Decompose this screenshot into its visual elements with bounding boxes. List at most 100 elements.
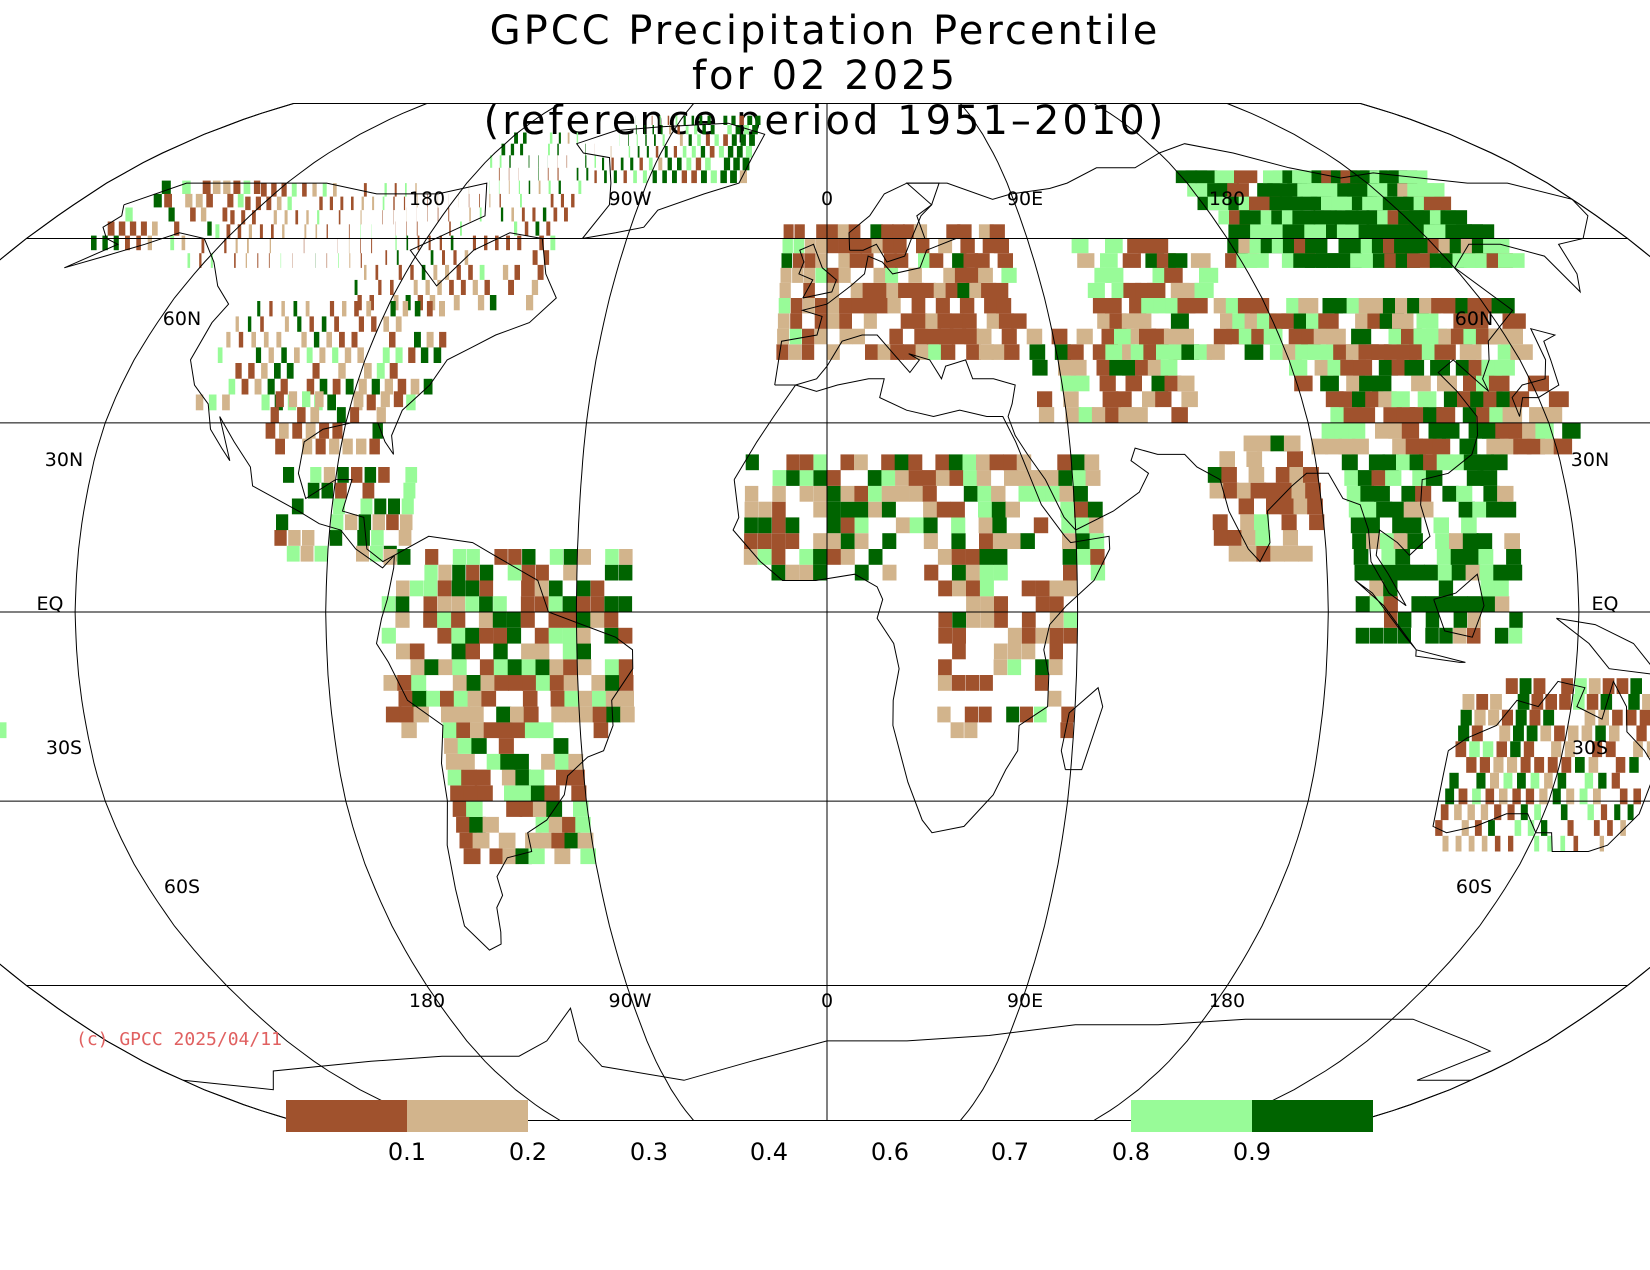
percentile-cell — [521, 643, 536, 660]
percentile-cell — [522, 549, 536, 565]
percentile-cell — [1482, 741, 1494, 758]
percentile-cell — [514, 264, 520, 280]
percentile-cell — [321, 316, 327, 332]
percentile-cell — [1360, 485, 1377, 502]
percentile-cell — [522, 690, 538, 707]
percentile-cell — [782, 238, 793, 254]
percentile-cell — [1004, 470, 1019, 486]
percentile-cell — [1077, 253, 1095, 268]
percentile-cell — [185, 193, 193, 208]
percentile-cell — [677, 157, 682, 171]
percentile-cell — [1505, 678, 1518, 694]
percentile-cell — [804, 253, 816, 268]
percentile-cell — [642, 170, 647, 184]
percentile-cell — [452, 659, 467, 676]
percentile-cell — [478, 612, 494, 628]
coastline — [1415, 649, 1466, 663]
percentile-cell — [1455, 835, 1462, 852]
percentile-cell — [827, 344, 840, 360]
percentile-cell — [210, 253, 213, 268]
percentile-cell — [1213, 530, 1229, 546]
percentile-cell — [1579, 788, 1588, 805]
percentile-cell — [935, 298, 950, 314]
percentile-cell — [401, 498, 414, 515]
percentile-cell — [382, 210, 383, 225]
percentile-cell — [1219, 451, 1235, 467]
percentile-cell — [521, 207, 525, 222]
percentile-cell — [1070, 359, 1087, 376]
percentile-cell — [333, 183, 337, 197]
percentile-cell — [1238, 498, 1254, 515]
percentile-cell — [558, 180, 561, 194]
percentile-cell — [1573, 835, 1579, 852]
percentile-cell — [865, 344, 879, 360]
percentile-cell — [543, 250, 550, 265]
percentile-cell — [1031, 470, 1046, 486]
percentile-cell — [460, 221, 462, 236]
percentile-cell — [1392, 517, 1408, 534]
percentile-cell — [1436, 549, 1452, 565]
percentile-cell — [908, 267, 922, 283]
percentile-cell — [827, 238, 839, 254]
percentile-cell — [605, 675, 620, 691]
percentile-cell — [577, 832, 594, 849]
percentile-cell — [1058, 470, 1074, 486]
percentile-cell — [1355, 596, 1370, 612]
percentile-cell — [922, 470, 937, 486]
percentile-cell — [1164, 267, 1183, 283]
percentile-cell — [477, 785, 493, 802]
percentile-cell — [840, 517, 855, 534]
percentile-cell — [1011, 313, 1027, 329]
percentile-cell — [827, 533, 841, 549]
percentile-cell — [329, 301, 335, 317]
percentile-cell — [327, 394, 336, 411]
percentile-cell — [1059, 485, 1075, 502]
percentile-cell — [937, 313, 952, 329]
percentile-cell — [976, 328, 992, 345]
percentile-cell — [554, 753, 570, 770]
percentile-cell — [1060, 722, 1074, 739]
percentile-cell — [1598, 709, 1609, 726]
percentile-cell — [590, 596, 605, 612]
percentile-cell — [1517, 772, 1526, 789]
percentile-cell — [200, 207, 207, 222]
percentile-cell — [618, 596, 633, 612]
percentile-cell — [909, 485, 924, 502]
percentile-cell — [237, 193, 244, 208]
percentile-cell — [957, 224, 972, 239]
lon-label-top-180e: 180 — [1209, 188, 1245, 210]
percentile-cell — [1168, 253, 1188, 268]
percentile-cell — [348, 224, 350, 239]
percentile-cell — [789, 328, 802, 345]
percentile-cell — [1609, 725, 1620, 742]
percentile-cell — [520, 193, 522, 208]
percentile-cell — [744, 501, 759, 518]
percentile-cell — [463, 785, 480, 802]
percentile-cell — [1338, 238, 1362, 254]
percentile-cell — [887, 298, 901, 314]
percentile-cell — [314, 545, 328, 562]
lon-label-top-90e: 90E — [1007, 188, 1043, 210]
percentile-cell — [510, 143, 515, 156]
percentile-cell — [1458, 725, 1470, 742]
percentile-cell — [453, 295, 460, 311]
percentile-cell — [938, 612, 953, 628]
percentile-cell — [1539, 788, 1548, 805]
percentile-cell — [881, 501, 896, 518]
percentile-cell — [276, 514, 289, 531]
percentile-cell — [849, 253, 862, 268]
percentile-cell — [1490, 772, 1499, 789]
percentile-cell — [1423, 454, 1440, 471]
percentile-cell — [714, 134, 719, 146]
percentile-cell — [1494, 835, 1501, 852]
percentile-cell — [393, 196, 395, 211]
percentile-cell — [1438, 580, 1454, 597]
percentile-cell — [467, 690, 483, 707]
percentile-cell — [619, 549, 633, 565]
percentile-cell — [398, 264, 402, 280]
percentile-cell — [439, 301, 445, 317]
percentile-cell — [389, 331, 396, 348]
percentile-cell — [577, 659, 592, 676]
percentile-cell — [1379, 533, 1396, 549]
percentile-cell — [1453, 612, 1468, 628]
